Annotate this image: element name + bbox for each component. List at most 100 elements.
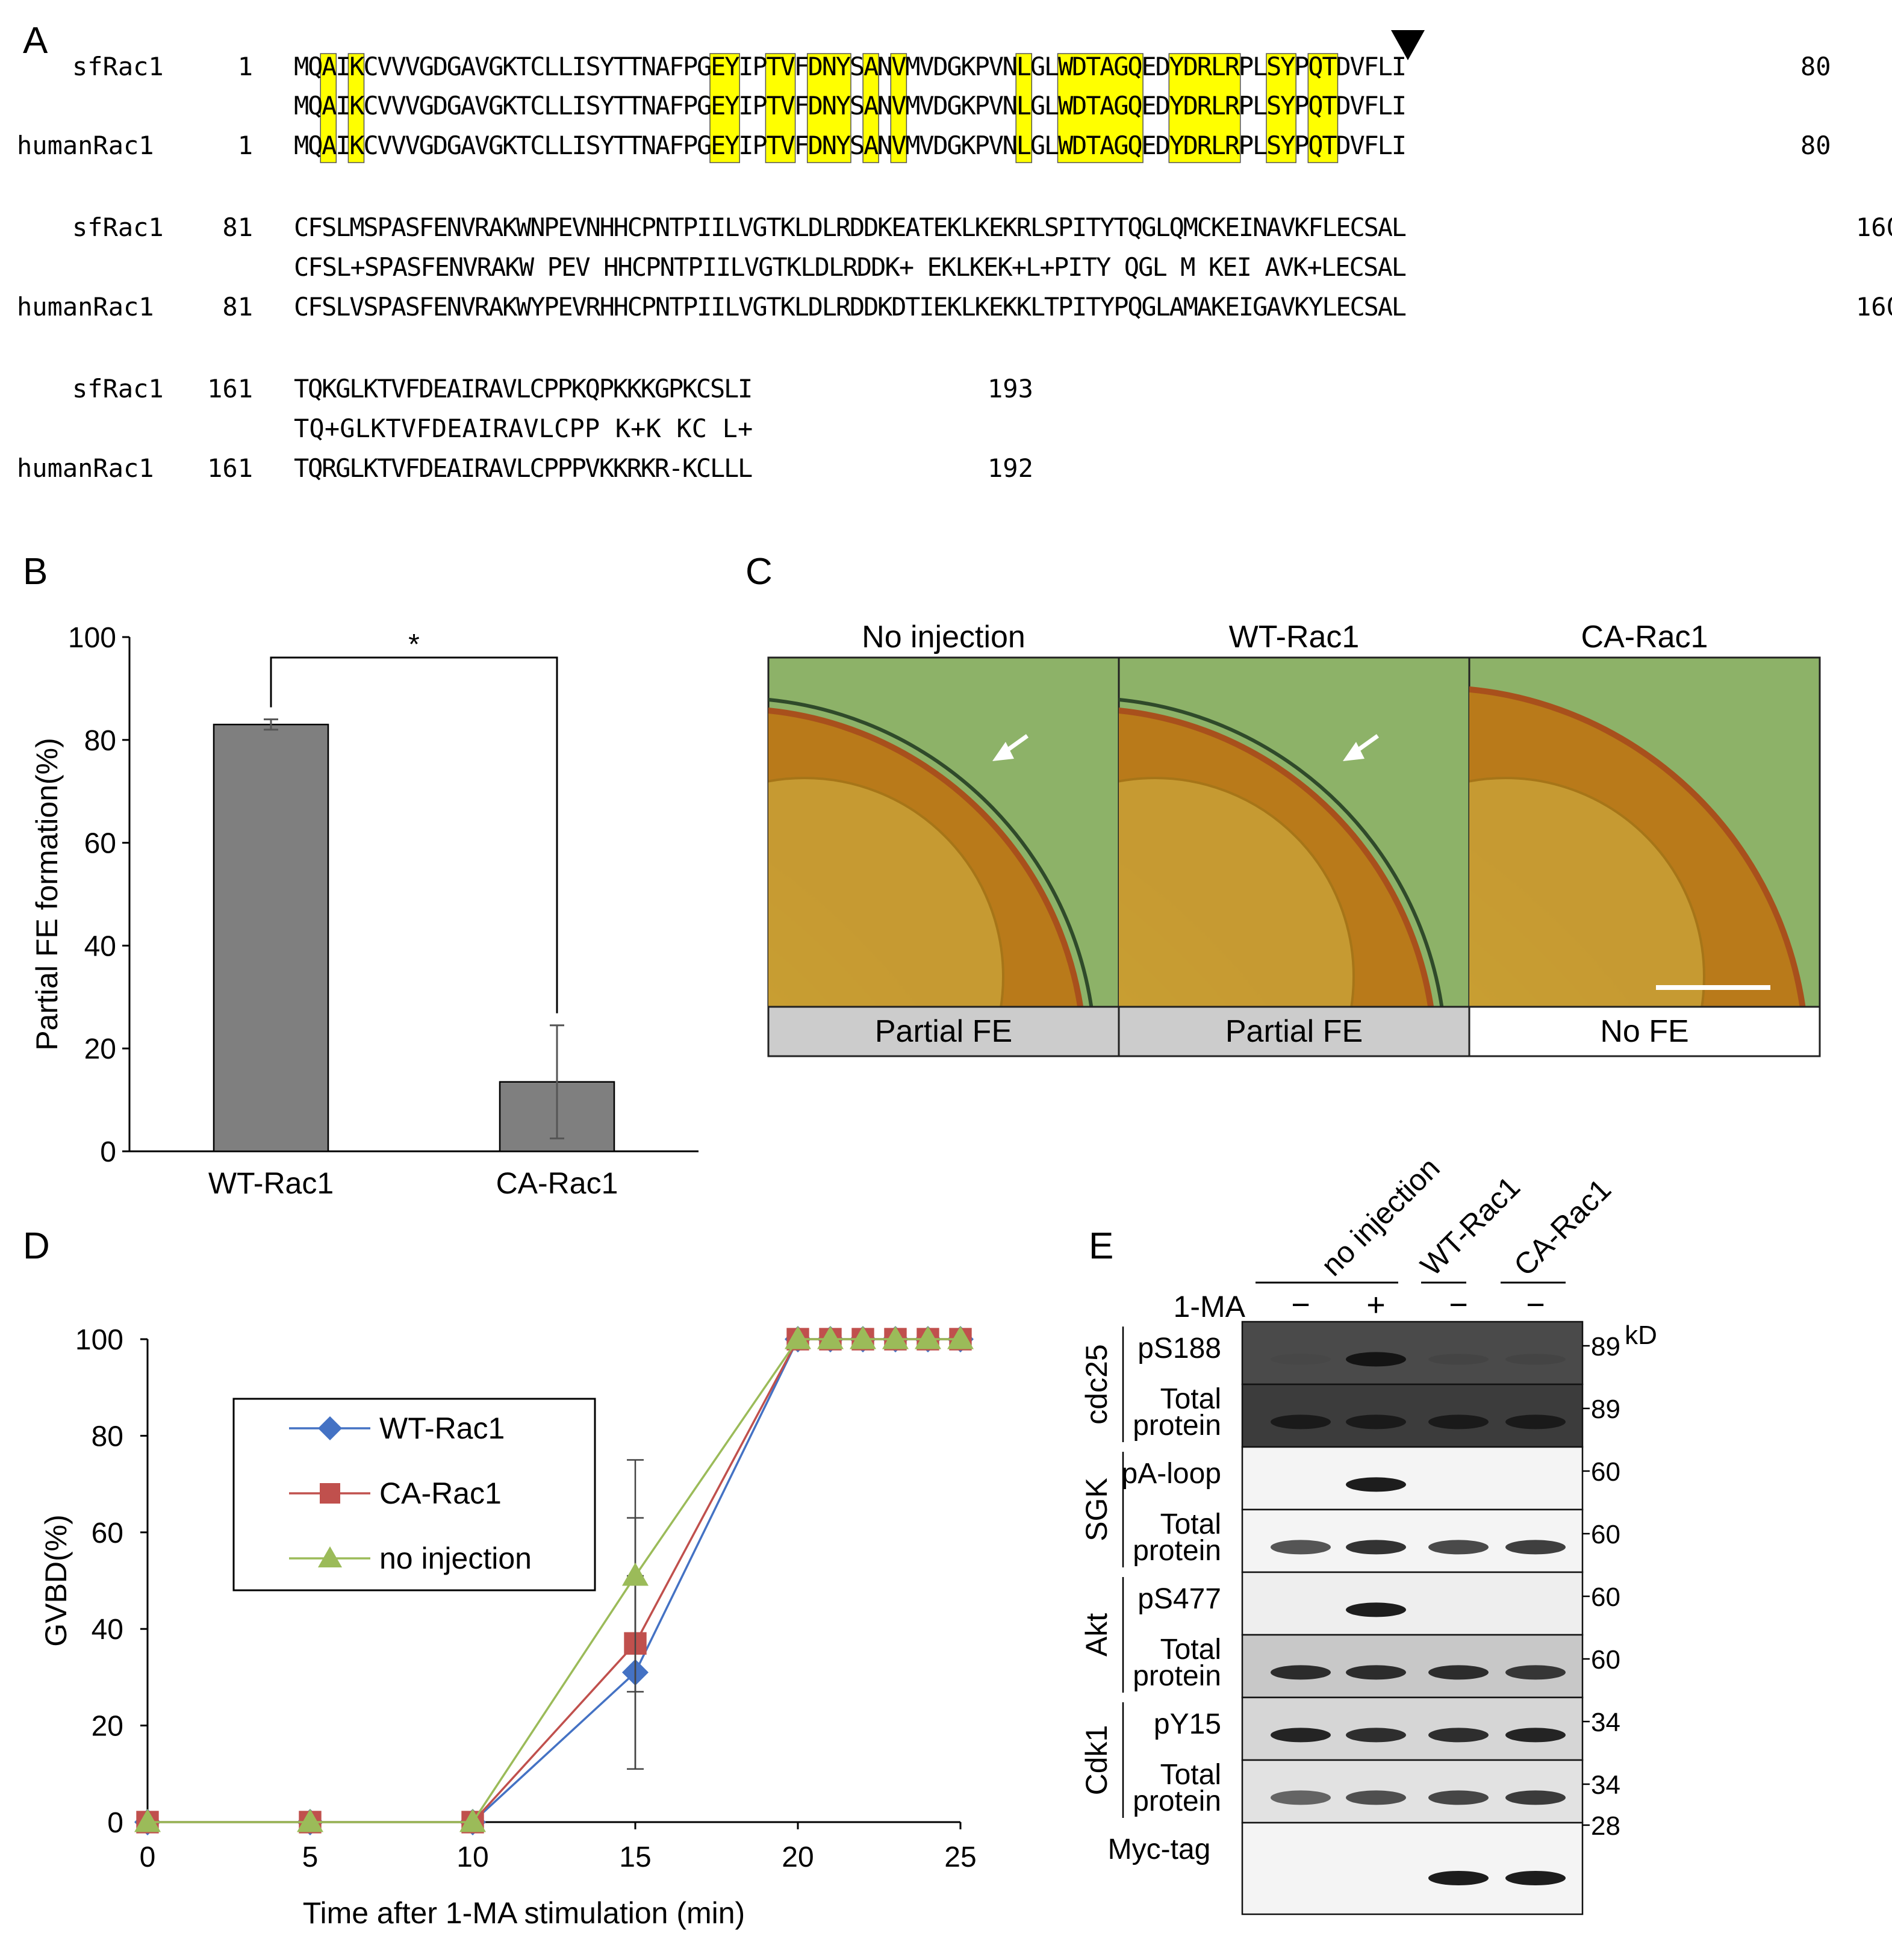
blot-label: Total protein xyxy=(1133,1383,1221,1442)
series-line xyxy=(148,1338,960,1823)
highlight-box xyxy=(1015,53,1033,163)
series-point xyxy=(459,1809,486,1832)
x-tick-label: 25 xyxy=(944,1841,976,1873)
line-chart: 0 20 40 60 80 100 0 5 10 15 20 25 Time after 1-MA st… xyxy=(39,1324,977,1930)
blot-label: Myc-tag xyxy=(1108,1834,1211,1865)
y-tick-label: 0 xyxy=(100,1136,116,1168)
y-tick-label: 100 xyxy=(75,1324,123,1356)
blot-band xyxy=(1428,1540,1489,1555)
micrograph: WT-Rac1 Partial FE xyxy=(1118,620,1470,1057)
legend-label: no injection xyxy=(379,1542,532,1575)
blot-band xyxy=(1505,1665,1566,1680)
series-point xyxy=(882,1326,909,1349)
blot-label-line: Total xyxy=(1160,1508,1221,1540)
micrograph-caption: Partial FE xyxy=(1225,1014,1363,1049)
caption-box xyxy=(1118,1006,1470,1057)
significance-star: * xyxy=(408,629,420,661)
series-point xyxy=(850,1326,876,1349)
y-tick-label: 80 xyxy=(84,725,116,757)
y-tick-label: 20 xyxy=(92,1711,123,1743)
series-point xyxy=(297,1809,323,1832)
kd-value: 89 xyxy=(1591,1395,1620,1424)
sequence-name: humanRac1 xyxy=(17,453,154,483)
highlight-box xyxy=(1168,53,1241,163)
blot-band xyxy=(1346,1352,1406,1367)
egg-cell xyxy=(1119,698,1444,1007)
micrograph-title: No injection xyxy=(862,620,1025,655)
kd-value: 60 xyxy=(1591,1520,1620,1549)
blot-band xyxy=(1346,1790,1406,1805)
sequence-start: 161 xyxy=(207,453,253,483)
blot-label: pY15 xyxy=(1154,1708,1221,1740)
blot-label-line: Total xyxy=(1160,1634,1221,1666)
sequence-end: 192 xyxy=(988,453,1033,483)
blot-band xyxy=(1271,1665,1331,1680)
protein-group-label: Akt xyxy=(1080,1613,1113,1657)
highlight-box xyxy=(806,53,851,163)
kd-value: 60 xyxy=(1591,1457,1620,1487)
y-tick-label: 60 xyxy=(92,1517,123,1549)
blot-row: Total protein 89 xyxy=(1133,1383,1620,1448)
significance-bracket xyxy=(270,656,558,1013)
blot-row: pS188 89 xyxy=(1137,1321,1620,1386)
panel-c: C No injection Partial FE WT-Rac1 Partial F… xyxy=(745,551,1821,1057)
series-point xyxy=(622,1562,649,1586)
blot-strip xyxy=(1241,1321,1584,1386)
sequence-start: 81 xyxy=(222,292,253,322)
germinal-vesicle xyxy=(768,777,1004,1007)
blot-strip xyxy=(1241,1571,1584,1636)
lane-group-label: CA-Rac1 xyxy=(1507,1172,1617,1283)
micrograph: CA-Rac1 No FE xyxy=(1468,620,1821,1057)
blot-label: pS477 xyxy=(1137,1583,1221,1615)
germinal-vesicle xyxy=(1119,777,1355,1007)
x-tick-label: WT-Rac1 xyxy=(208,1166,334,1200)
sequence-start: 161 xyxy=(207,374,253,403)
blot-band xyxy=(1505,1414,1566,1430)
kd-value: 34 xyxy=(1591,1708,1620,1737)
panel-label-e: E xyxy=(1089,1225,1113,1267)
series-point xyxy=(785,1326,811,1349)
micrograph-title: WT-Rac1 xyxy=(1229,620,1360,655)
sequence-text: CFSLMSPASFENVRAKWNPEVNHHCPNTPIILVGTKLDLR… xyxy=(294,213,1407,242)
blot-label: Total protein xyxy=(1133,1759,1221,1817)
blot-band xyxy=(1346,1602,1406,1617)
sequence-name: humanRac1 xyxy=(17,292,154,322)
caption-box xyxy=(767,1006,1120,1057)
x-tick-label: CA-Rac1 xyxy=(496,1166,618,1200)
micrograph-caption: No FE xyxy=(1600,1014,1688,1049)
blot-band xyxy=(1346,1728,1406,1743)
highlight-box xyxy=(347,53,365,163)
series-point xyxy=(320,1483,340,1504)
highlight-box xyxy=(765,53,796,163)
blot-band xyxy=(1271,1354,1331,1365)
blot-label-line: protein xyxy=(1133,1535,1221,1567)
kd-value: 89 xyxy=(1591,1332,1620,1361)
treatment-sign: − xyxy=(1291,1287,1310,1323)
x-tick-label: 20 xyxy=(782,1841,814,1873)
blot-label: pS188 xyxy=(1137,1333,1221,1364)
highlight-box xyxy=(862,53,879,163)
blot-band xyxy=(1271,1728,1331,1743)
sequence-end: 193 xyxy=(988,374,1033,403)
sequence-text: TQKGLKTVFDEAIRAVLCPPKQPKKKGPKCSLI xyxy=(294,374,753,403)
kd-label: kD xyxy=(1625,1321,1657,1350)
sequence-name: sfRac1 xyxy=(72,374,164,403)
y-tick-label: 60 xyxy=(84,828,116,860)
panel-a: A sfRac1 1 MQAIKCVVVGDGAVGKTCLLISYTTNAFPGE… xyxy=(17,20,1892,483)
blot-label-line: Total xyxy=(1160,1759,1221,1791)
blot-label-line: protein xyxy=(1133,1410,1221,1442)
sequence-text: CFSLVSPASFENVRAKWYPEVRHHCPNTPIILVGTKLDLR… xyxy=(294,292,1407,322)
series-point xyxy=(318,1416,342,1440)
blot-band xyxy=(1346,1665,1406,1680)
legend: WT-Rac1 CA-Rac1 no injection xyxy=(232,1398,596,1591)
panel-label-b: B xyxy=(23,551,48,593)
blot-label-line: Total xyxy=(1160,1383,1221,1415)
highlight-box xyxy=(320,53,337,163)
blot-row: pY15 34 xyxy=(1154,1696,1620,1761)
x-tick-label: 5 xyxy=(302,1841,319,1873)
y-tick-label: 20 xyxy=(84,1033,116,1065)
blot-band xyxy=(1271,1540,1331,1555)
blot-label: pA-loop xyxy=(1122,1458,1221,1490)
